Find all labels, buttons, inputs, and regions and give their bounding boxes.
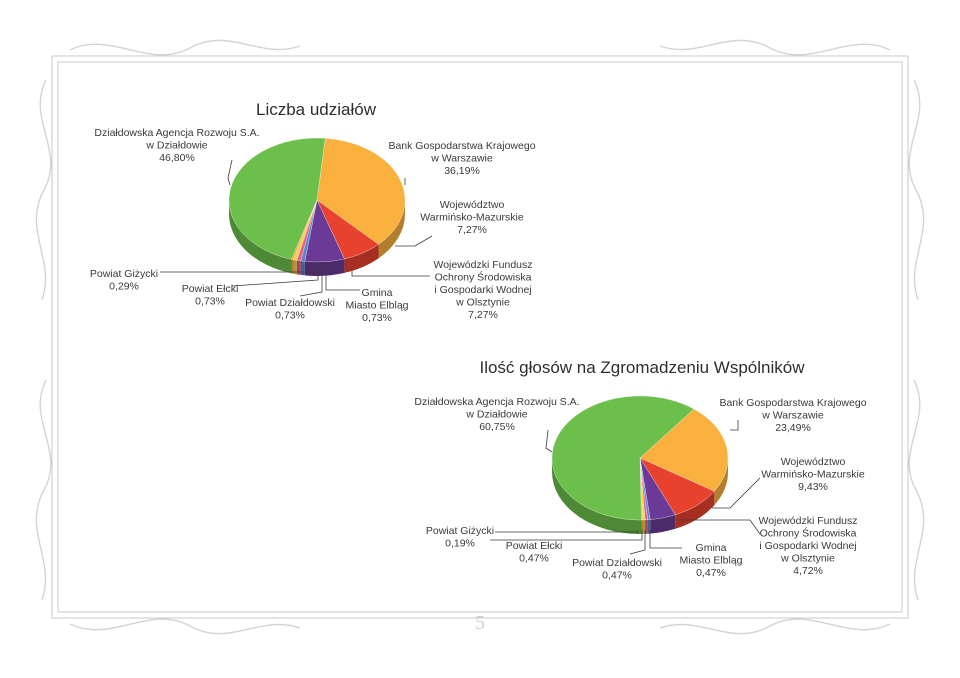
leader-line [160,262,315,273]
pie-side-wojewodzki-fundusz-ochrony-srodowiska-i-gospodarki-wodnej-w-olsztynie [650,514,676,534]
pie-side-bank-gospodarstwa-krajowego-w-warszawie [378,200,405,259]
pie-chart-ilosc-glosow: Ilość głosów na Zgromadzeniu Wspólników … [414,358,866,582]
slice-label-powiat-dzialdowski: Powiat Działdowski 0,47% [572,557,662,582]
pie-side-powiat-dzialdowski [645,519,648,534]
ornamental-frame [35,39,925,635]
leader-line [231,262,319,287]
pie-slice-bank-gospodarstwa-krajowego-w-warszawie [639,408,729,492]
slice-label-powiat-gizycki: Powiat Giżycki 0,29% [90,268,158,293]
pie-side-wojewodztwo-warminsko-mazurskie [344,244,379,273]
pie-slice-dzialdowska-agencja-rozwoju-s-a-w-dzialdowie [551,395,695,521]
slice-label-dzialdowska-agencja-rozwoju-s-a-w-dzialdowie: Działdowska Agencja Rozwoju S.A. w Działd… [94,127,259,164]
pie-side-powiat-gizycki [291,259,293,274]
leader-line [649,530,682,549]
pie-slice-dzialdowska-agencja-rozwoju-s-a-w-dzialdowie [228,137,326,260]
slice-label-wojewodztwo-warminsko-mazurskie: Województwo Warmińsko-Mazurskie 9,43% [761,456,865,493]
chart1-labels: Bank Gospodarstwa Krajowego w Warszawie 36… [90,127,536,324]
chart1-title: Liczba udziałów [256,100,377,119]
pie-side-gmina-miasto-elblag [300,260,305,276]
chart2-slices [551,395,729,534]
slice-label-gmina-miasto-elblag: Gmina Miasto Elbląg 0,73% [345,287,408,324]
pie-side-powiat-elcki [642,519,646,534]
slice-label-bank-gospodarstwa-krajowego-w-warszawie: Bank Gospodarstwa Krajowego w Warszawie 23… [719,397,866,434]
pie-slice-bank-gospodarstwa-krajowego-w-warszawie [316,138,406,245]
page-number: 5 [475,612,485,634]
pie-side-bank-gospodarstwa-krajowego-w-warszawie [714,458,728,506]
leader-line [629,530,646,555]
chart2-title: Ilość głosów na Zgromadzeniu Wspólników [479,358,805,377]
slice-label-dzialdowska-agencja-rozwoju-s-a-w-dzialdowie: Działdowska Agencja Rozwoju S.A. w Działd… [414,396,579,433]
pie-chart-liczba-udzialow: Liczba udziałów Bank Gospodarstwa Krajow… [90,100,536,324]
leader-line [490,530,643,541]
chart2-labels: Bank Gospodarstwa Krajowego w Warszawie 23… [414,396,866,582]
pie-side-powiat-elcki [292,259,297,275]
leader-line [351,271,430,277]
leader-line [712,477,761,509]
pie-side-powiat-dzialdowski [296,260,301,275]
slice-label-powiat-elcki: Powiat Ełcki 0,73% [182,283,239,308]
pie-side-wojewodztwo-warminsko-mazurskie [675,491,715,529]
leader-line [299,262,323,297]
pie-side-gmina-miasto-elblag [647,519,651,534]
chart1-slices [228,137,406,276]
slice-label-powiat-elcki: Powiat Ełcki 0,47% [506,540,563,565]
leader-line [325,262,360,291]
pie-side-wojewodzki-fundusz-ochrony-srodowiska-i-gospodarki-wodnej-w-olsztynie [304,258,345,276]
leader-line [227,159,233,186]
pie-side-dzialdowska-agencja-rozwoju-s-a-w-dzialdowie [552,458,642,534]
slice-label-bank-gospodarstwa-krajowego-w-warszawie: Bank Gospodarstwa Krajowego w Warszawie 36… [388,140,535,177]
leader-line [730,420,739,431]
slice-label-wojewodzki-fundusz-ochrony-srodowiska-i-gospodarki-wodnej-w-olsztynie: Wojewódzki Fundusz Ochrony Środowiska i Go… [433,259,532,321]
slice-label-powiat-dzialdowski: Powiat Działdowski 0,73% [245,297,335,322]
leader-line [545,429,553,453]
slice-label-wojewodzki-fundusz-ochrony-srodowiska-i-gospodarki-wodnej-w-olsztynie: Wojewódzki Fundusz Ochrony Środowiska i Go… [758,515,857,577]
slice-label-gmina-miasto-elblag: Gmina Miasto Elbląg 0,47% [679,542,742,579]
leader-line [677,519,761,535]
leader-line [495,530,639,533]
slice-label-powiat-gizycki: Powiat Giżycki 0,19% [426,525,494,550]
leader-line [395,235,433,247]
slice-label-wojewodztwo-warminsko-mazurskie: Województwo Warmińsko-Mazurskie 7,27% [420,199,524,236]
